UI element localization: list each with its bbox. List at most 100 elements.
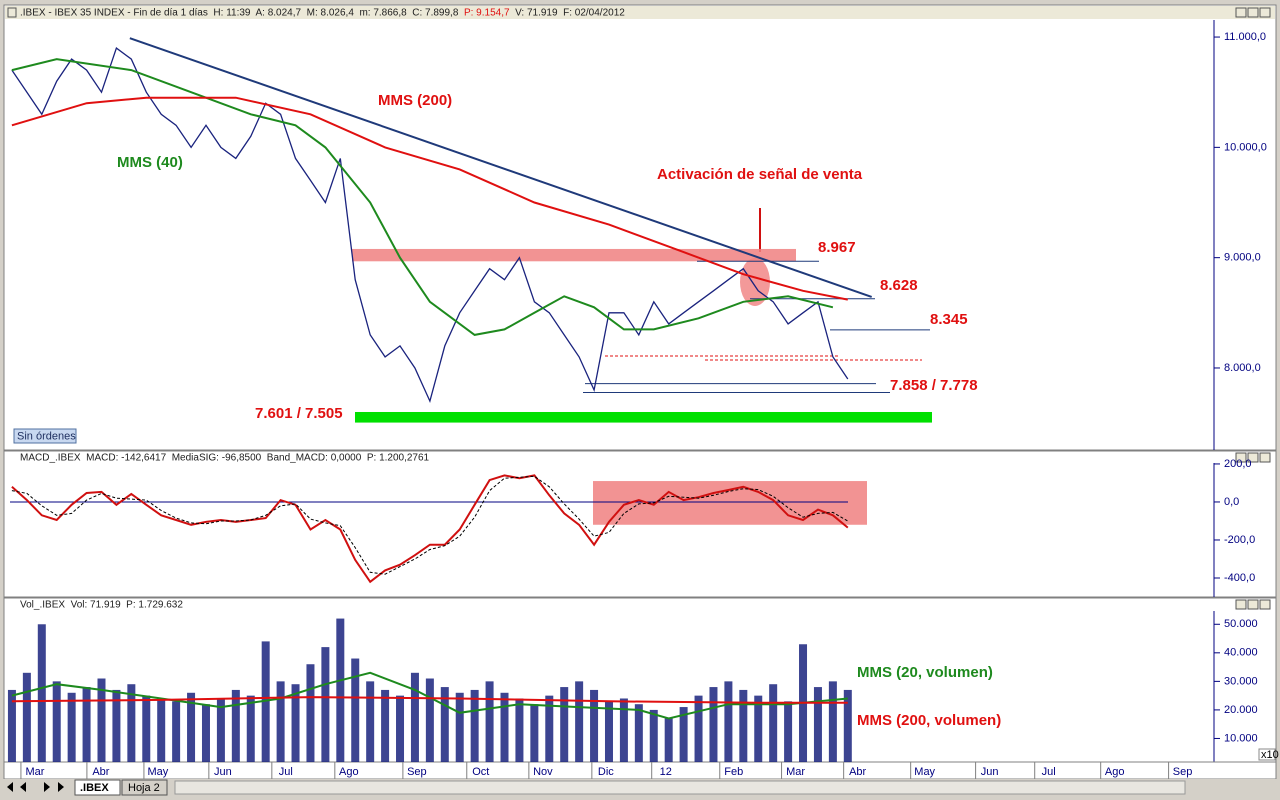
window-buttons[interactable]	[1235, 7, 1271, 610]
zone	[593, 481, 867, 525]
volume-bar	[321, 647, 330, 762]
volume-bar	[22, 672, 31, 762]
volume-bar	[784, 701, 793, 762]
volume-bar	[157, 698, 166, 762]
x-tick-label: Jul	[279, 766, 293, 778]
volume-bar	[37, 624, 46, 762]
nav-arrows[interactable]	[7, 782, 64, 792]
tab-label: .IBEX	[80, 782, 109, 794]
title-text: .IBEX - IBEX 35 INDEX - Fin de día 1 día…	[20, 7, 464, 18]
status-button[interactable]	[13, 428, 77, 444]
level-label: 7.858 / 7.778	[890, 377, 978, 394]
volume-bar	[485, 681, 494, 762]
volume-bar	[515, 698, 524, 762]
volume-bar	[246, 695, 255, 762]
title-text: Vol_.IBEX Vol: 71.919 P: 1.729.632	[20, 599, 183, 610]
volume-bar	[575, 681, 584, 762]
volume-bar	[187, 692, 196, 762]
volume-bar	[276, 681, 285, 762]
series-line	[11, 96, 848, 301]
tab[interactable]	[121, 779, 168, 796]
x-tick-label: Nov	[533, 766, 553, 778]
volume-bar	[604, 701, 613, 762]
volume-bar	[679, 707, 688, 762]
volume-bar	[843, 689, 852, 762]
zone-label: 7.601 / 7.505	[255, 405, 343, 422]
volume-bar	[216, 698, 225, 762]
scrollbar[interactable]	[174, 780, 1186, 795]
x-tick-label: Jun	[214, 766, 232, 778]
series-label: MMS (20, volumen)	[857, 664, 993, 681]
x-tick-label: May	[914, 766, 935, 778]
trendline	[129, 37, 873, 298]
series-label: MMS (200)	[378, 92, 452, 109]
plot-area	[7, 618, 852, 762]
zone	[352, 248, 796, 262]
volume-bar	[828, 681, 837, 762]
series-label: MMS (40)	[117, 154, 183, 171]
volume-bar	[291, 684, 300, 762]
volume-bar	[530, 704, 539, 762]
volume-bar	[52, 681, 61, 762]
plot-area	[11, 37, 932, 423]
series-line	[11, 474, 849, 584]
series-line	[11, 696, 848, 704]
volume-bar	[470, 689, 479, 762]
panel-icon[interactable]	[7, 7, 17, 18]
panel-header	[5, 6, 1275, 19]
x-tick-label: Ago	[1105, 766, 1125, 778]
volume-bar	[97, 678, 106, 762]
zone	[355, 411, 932, 423]
volume-bar	[112, 689, 121, 762]
volume-bar	[754, 695, 763, 762]
volume-bar	[82, 687, 91, 762]
x-tick-label: Sep	[1173, 766, 1193, 778]
series-label: MMS (200, volumen)	[857, 712, 1001, 729]
volume-bar	[172, 701, 181, 762]
x-tick-label: 12	[660, 766, 672, 778]
volume-bar	[306, 664, 315, 762]
volume-bar	[67, 692, 76, 762]
x-tick-label: Oct	[472, 766, 489, 778]
tab[interactable]	[74, 779, 121, 796]
y-tick-label: 30.000	[1224, 675, 1258, 687]
panel-title: Vol_.IBEX Vol: 71.919 P: 1.729.632	[20, 599, 183, 610]
y-tick-label: 8.000,0	[1224, 362, 1261, 374]
price-panel	[3, 4, 1277, 451]
y-tick-label: 9.000,0	[1224, 252, 1261, 264]
series-line	[11, 671, 848, 720]
badge-text: x10	[1261, 749, 1279, 761]
plot-area	[10, 474, 867, 584]
level-label: 8.967	[818, 239, 856, 256]
volume-bar	[351, 658, 360, 762]
volume-bar	[619, 698, 628, 762]
volume-bar	[590, 689, 599, 762]
volume-bar	[381, 689, 390, 762]
panel-title: .IBEX - IBEX 35 INDEX - Fin de día 1 día…	[20, 7, 625, 18]
volume-bar	[739, 689, 748, 762]
volume-bar	[560, 687, 569, 762]
volume-bar	[694, 695, 703, 762]
volume-bar	[201, 704, 210, 762]
y-tick-label: 11.000,0	[1224, 31, 1266, 43]
volume-bar	[425, 678, 434, 762]
volume-bar	[724, 681, 733, 762]
y-tick-label: 10.000	[1224, 732, 1258, 744]
panel-title: MACD_.IBEX MACD: -142,6417 MediaSIG: -96…	[20, 452, 430, 463]
y-tick-label: -200,0	[1224, 534, 1255, 546]
level-label: 8.345	[930, 311, 968, 328]
x-tick-label: Feb	[724, 766, 743, 778]
y-tick-label: 40.000	[1224, 647, 1258, 659]
title-price: P: 9.154,7	[464, 7, 510, 18]
volume-bar	[440, 687, 449, 762]
y-tick-label: 20.000	[1224, 704, 1258, 716]
x-tick-label: Mar	[786, 766, 805, 778]
x-tick-label: Dic	[598, 766, 614, 778]
volume-bar	[410, 672, 419, 762]
volume-bar	[664, 718, 673, 762]
series-line	[11, 47, 849, 404]
x-tick-label: Ago	[339, 766, 359, 778]
volume-bar	[7, 689, 16, 762]
